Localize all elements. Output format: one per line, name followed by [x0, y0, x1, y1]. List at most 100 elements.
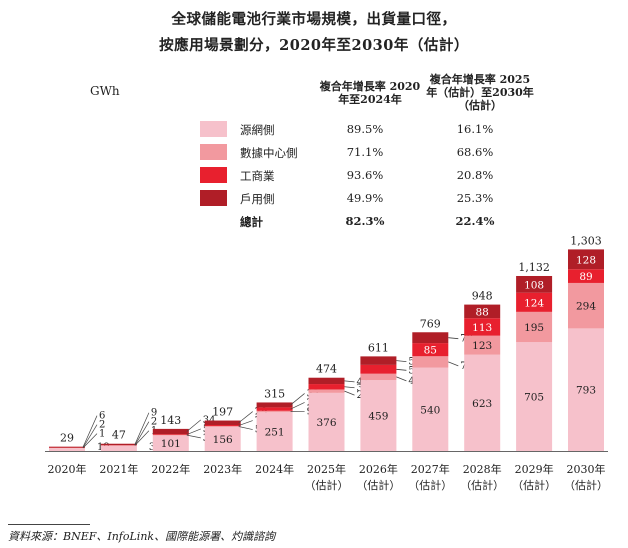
source-note: 資料來源：BNEF、InfoLink、國際能源署、灼識諮詢: [8, 530, 276, 543]
leader-line: [238, 426, 253, 430]
bar-segment: [49, 448, 85, 451]
segment-value-label: 85: [424, 345, 437, 357]
leader-line: [344, 390, 355, 396]
leader-line: [186, 419, 202, 432]
bar-segment: [464, 354, 501, 451]
segment-value-label: 123: [472, 340, 492, 352]
bar-total-label: 197: [212, 406, 233, 419]
leader-line: [396, 368, 407, 371]
x-tick-label: 2026年: [359, 462, 398, 476]
bar-total-label: 143: [160, 414, 181, 427]
bar-segment: [412, 356, 449, 368]
segment-value-label: 294: [576, 301, 596, 313]
x-tick-label: 2021年: [99, 462, 138, 476]
segment-value-label: 376: [316, 417, 336, 429]
bar-segment: [308, 389, 345, 393]
segment-value-label: 705: [524, 392, 544, 404]
cagr-2020-2024-value: 49.9%: [346, 191, 384, 205]
segment-value-label: 195: [524, 322, 544, 334]
leader-line: [82, 415, 98, 448]
leader-line: [344, 386, 355, 389]
bar-segment: [204, 426, 241, 427]
bar-segment: [568, 328, 604, 451]
bar-segment: [464, 335, 501, 355]
bar-segment: [360, 380, 397, 451]
legend-swatch: [200, 167, 227, 183]
x-tick-label: 2023年: [203, 462, 242, 476]
bar-segment: [412, 343, 449, 357]
leader-line: [238, 411, 253, 424]
cagr-2020-2024-value: 89.5%: [346, 122, 384, 136]
bar-segment: [360, 364, 397, 374]
segment-value-label: 89: [579, 271, 592, 283]
leader-line: [396, 376, 407, 382]
bar-total-label: 611: [368, 341, 389, 354]
bar-segment: [152, 428, 189, 435]
leader-line: [448, 337, 459, 340]
cagr-header-2020-2024: 複合年增長率 2020年至2024年: [319, 80, 421, 106]
legend-swatch: [200, 121, 227, 137]
legend-label: 戶用側: [240, 192, 275, 206]
segment-value-label: 34: [203, 415, 216, 426]
cagr-2020-2024-value: 71.1%: [346, 145, 384, 159]
legend-label: 工商業: [240, 169, 275, 183]
leader-line: [134, 412, 150, 445]
x-tick-label: 2024年: [255, 462, 294, 476]
bar-segment: [204, 420, 241, 426]
bar-segment: [100, 443, 137, 446]
segment-value-label: 108: [524, 279, 544, 291]
bar-total-label: 29: [60, 432, 74, 445]
leader-line: [134, 421, 150, 446]
legend-swatch: [200, 144, 227, 160]
leader-line: [134, 430, 150, 446]
bar-segment: [568, 282, 604, 329]
x-tick-label: 2022年: [151, 462, 190, 476]
segment-value-label: 124: [524, 297, 544, 309]
bar-segment: [49, 446, 85, 448]
bar-total-label: 315: [264, 387, 285, 400]
cagr-2025-2030-value: 68.6%: [456, 145, 494, 159]
segment-value-label: 156: [213, 434, 233, 446]
bar-segment: [568, 249, 604, 270]
bar-segment: [204, 425, 241, 427]
bar-segment: [256, 407, 293, 411]
segment-value-label: 88: [476, 306, 489, 318]
bar-segment: [308, 384, 345, 390]
chart-title-line-2: 按應用場景劃分，2020年至2030年（估計）: [159, 37, 469, 54]
legend-label: 數據中心側: [240, 146, 298, 160]
bar-total-label: 1,132: [518, 261, 550, 274]
segment-value-label: 623: [472, 398, 492, 410]
bar-segment: [256, 410, 293, 413]
bar-segment: [412, 332, 449, 344]
cagr-2025-2030-value: 25.3%: [456, 191, 494, 205]
cagr-2020-2024-value: 93.6%: [346, 168, 384, 182]
bar-segment: [204, 426, 241, 451]
cagr-header-2025-2030: 複合年增長率 2025年（估計）至2030年（估計）: [426, 73, 534, 112]
x-tick-label: 2030年: [567, 462, 606, 476]
segment-value-label: 1: [99, 429, 105, 440]
segment-value-label: 113: [472, 322, 492, 334]
bar-segment: [516, 275, 553, 293]
leader-line: [290, 393, 305, 406]
segment-value-label: 540: [420, 404, 440, 416]
bar-segment: [516, 292, 553, 312]
cagr-2025-2030-value: 20.8%: [456, 168, 494, 182]
x-tick-label: 2020年: [48, 462, 87, 476]
bar-segment: [256, 402, 293, 408]
segment-value-label: 2: [99, 420, 105, 431]
segment-value-label: 128: [576, 254, 596, 266]
x-tick-label-sub: （估計）: [408, 478, 452, 492]
cagr-2025-2030-value: 22.4%: [455, 214, 495, 228]
x-tick-label-sub: （估計）: [356, 478, 400, 492]
leader-line: [344, 380, 355, 383]
x-tick-label-sub: （估計）: [305, 478, 349, 492]
x-tick-label: 2025年: [307, 462, 346, 476]
bar-segment: [360, 356, 397, 365]
chart-title-line-1: 全球儲能電池行業市場規模，出貨量口徑，: [171, 11, 457, 28]
legend-label: 總計: [240, 215, 263, 229]
segment-value-label: 6: [99, 411, 105, 422]
unit-label: GWh: [90, 84, 120, 98]
segment-value-label: 101: [161, 438, 181, 450]
leader-line: [448, 361, 459, 367]
